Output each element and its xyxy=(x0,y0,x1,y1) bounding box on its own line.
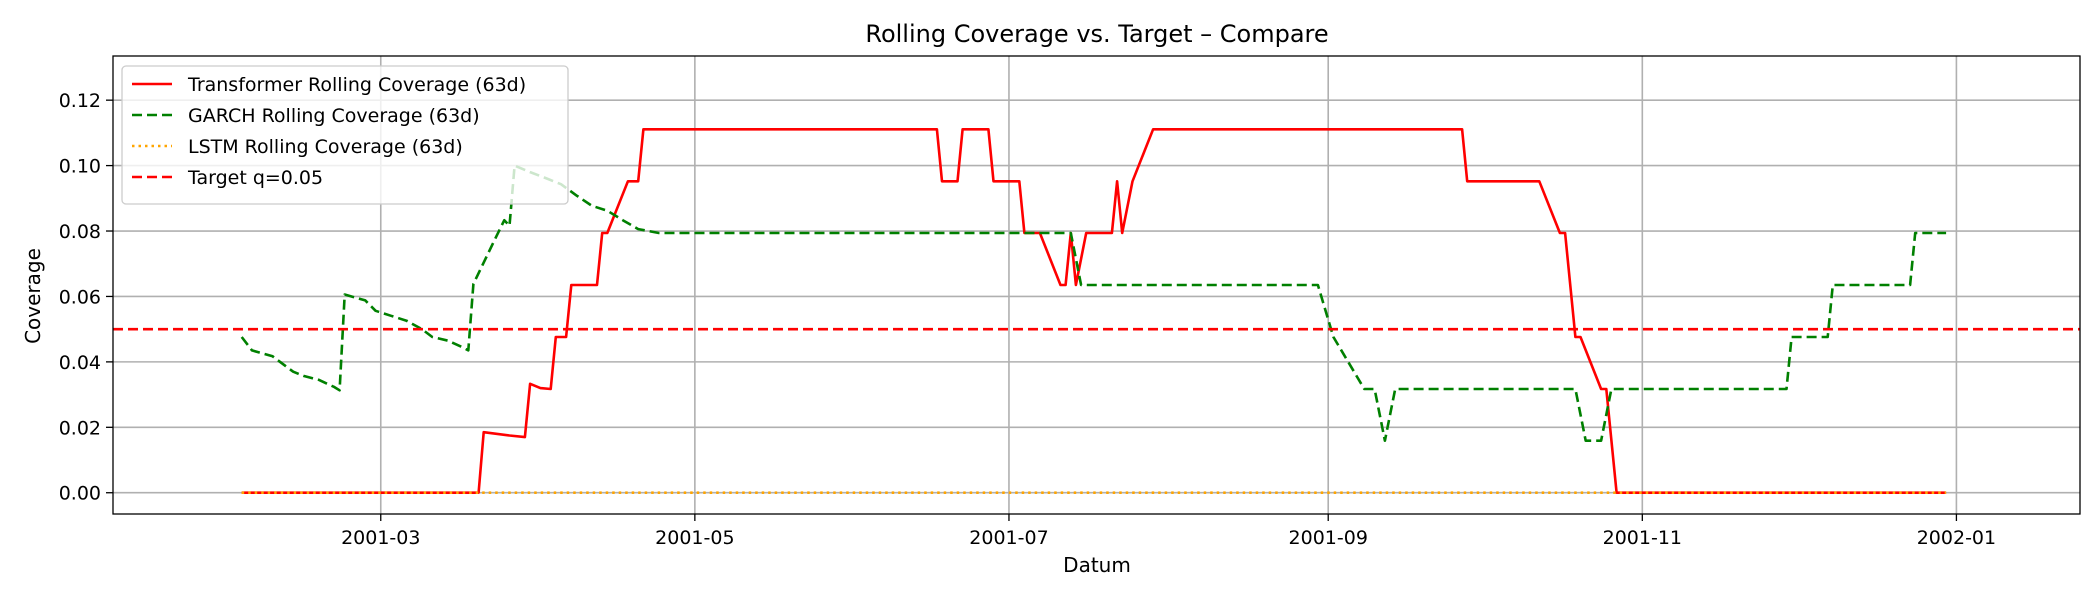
legend-box xyxy=(121,65,569,205)
x-tick-label: 2001-05 xyxy=(655,527,734,549)
y-tick-label: 0.08 xyxy=(59,221,101,243)
y-tick-label: 0.00 xyxy=(59,483,101,505)
legend: Transformer Rolling Coverage (63d) GARCH … xyxy=(121,65,569,205)
axes: 2001-03 2001-05 2001-07 2001-09 2001-11 2002-… xyxy=(59,55,2081,549)
y-axis-label: Coverage xyxy=(21,248,45,344)
legend-label: GARCH Rolling Coverage (63d) xyxy=(188,105,480,127)
x-axis-label: Datum xyxy=(1063,553,1131,577)
x-tick-label: 2001-07 xyxy=(969,527,1048,549)
plot-frame xyxy=(112,55,2081,515)
series-line-2 xyxy=(240,164,1947,443)
x-tick-label: 2001-11 xyxy=(1603,527,1682,549)
legend-label: Target q=0.05 xyxy=(187,167,323,189)
y-tick-label: 0.12 xyxy=(59,90,101,112)
y-tick-label: 0.04 xyxy=(59,352,101,374)
legend-label: LSTM Rolling Coverage (63d) xyxy=(188,136,463,158)
y-tick-label: 0.10 xyxy=(59,156,101,178)
y-tick-label: 0.06 xyxy=(59,286,101,308)
x-tick-label: 2001-09 xyxy=(1289,527,1368,549)
chart-title: Rolling Coverage vs. Target – Compare xyxy=(865,20,1328,48)
x-tick-label: 2002-01 xyxy=(1917,527,1996,549)
series-line-1 xyxy=(241,128,1947,495)
x-tick-label: 2001-03 xyxy=(341,527,420,549)
y-tick-label: 0.02 xyxy=(59,417,101,439)
legend-label: Transformer Rolling Coverage (63d) xyxy=(187,74,526,96)
